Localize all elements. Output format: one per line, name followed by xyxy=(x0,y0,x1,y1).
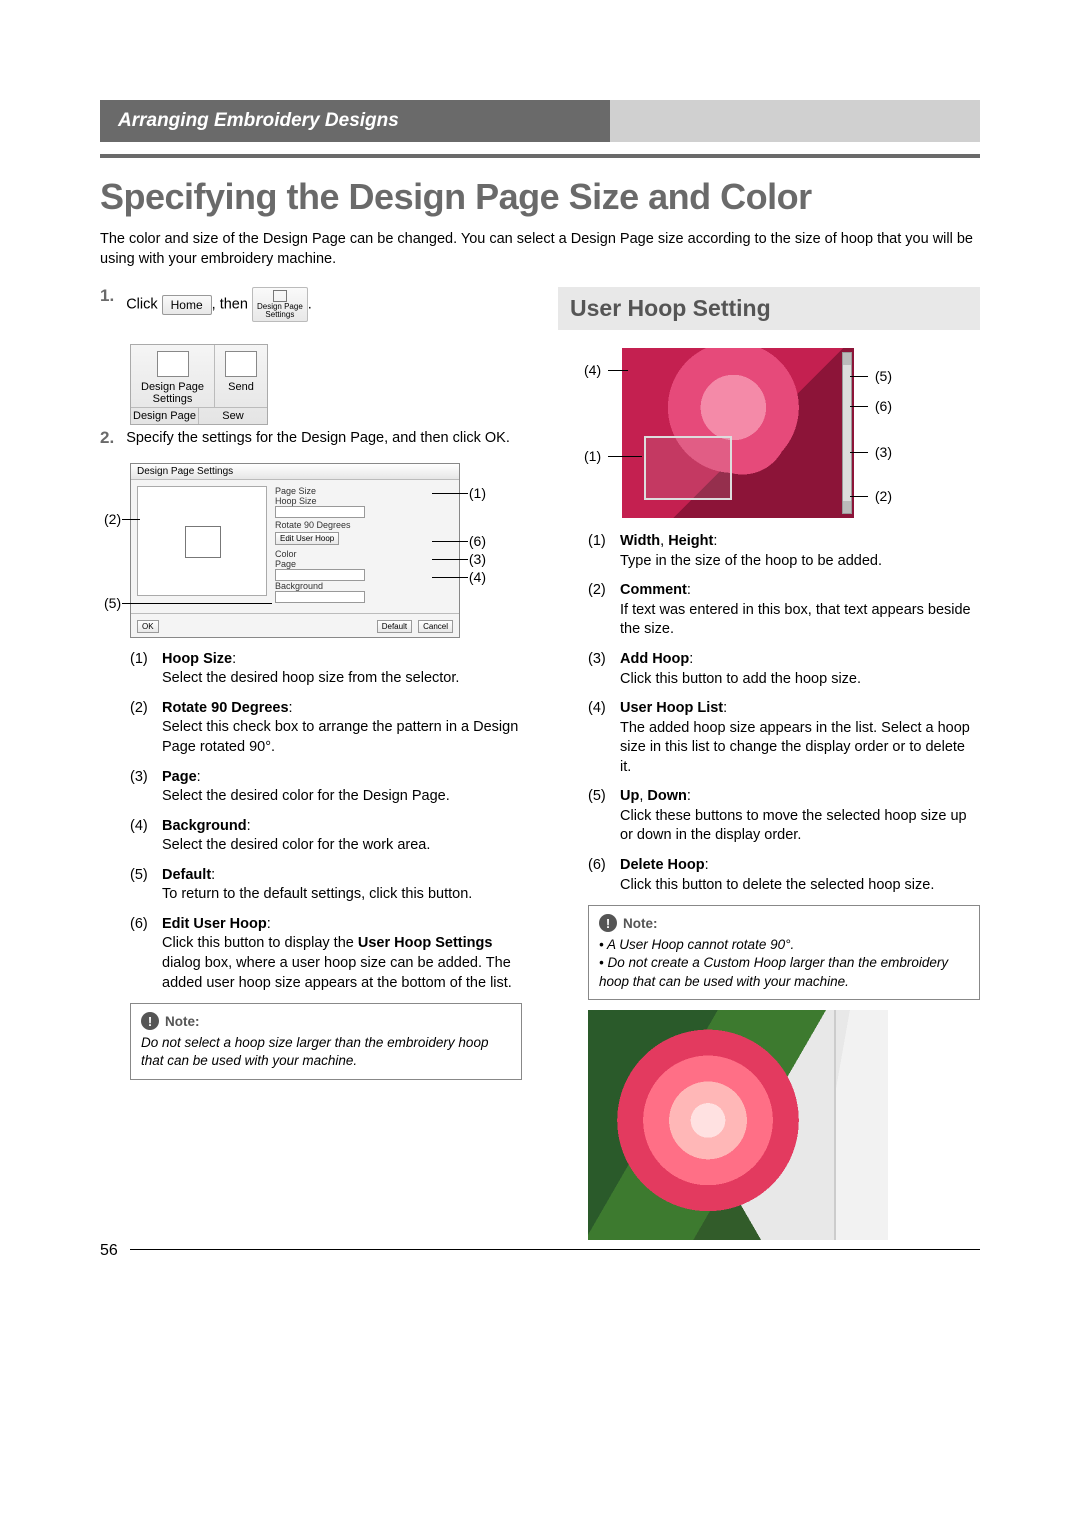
user-hoop-figure: (4) (1) (5) (6) (3) (2) xyxy=(588,348,888,518)
text: Click xyxy=(126,296,157,312)
note-box-left: ! Note: Do not select a hoop size larger… xyxy=(130,1003,522,1079)
cancel-button[interactable]: Cancel xyxy=(418,620,453,633)
step-1: 1. Click Home, then Design Page Settings… xyxy=(100,287,522,322)
info-icon: ! xyxy=(141,1012,159,1030)
callout: (6) xyxy=(469,533,486,549)
page-color-select[interactable] xyxy=(275,569,365,581)
footer-rule xyxy=(130,1249,980,1250)
step-2: 2. Specify the settings for the Design P… xyxy=(100,429,522,449)
definition-list-right: (1)Width, Height:Type in the size of the… xyxy=(588,532,980,895)
callout: (1) xyxy=(584,448,601,464)
label: Send xyxy=(228,381,254,393)
note-box-right: ! Note: A User Hoop cannot rotate 90°. D… xyxy=(588,905,980,1000)
definition-list-left: (1)Hoop Size:Select the desired hoop siz… xyxy=(130,650,522,993)
page-icon xyxy=(157,351,189,377)
page: Arranging Embroidery Designs Specifying … xyxy=(0,0,1080,1300)
hoop-size-select[interactable] xyxy=(275,506,365,518)
scroll-down-button[interactable] xyxy=(843,501,851,513)
rotate-checkbox-label[interactable]: Rotate 90 Degrees xyxy=(275,520,453,530)
page-number: 56 xyxy=(100,1242,118,1260)
dialog-title: Design Page Settings xyxy=(131,464,459,480)
header-fill xyxy=(610,100,980,142)
callout: (5) xyxy=(875,368,892,384)
design-page-settings-dialog-figure: Design Page Settings Page Size Hoop Size… xyxy=(130,463,460,638)
step-1-body: Click Home, then Design Page Settings . xyxy=(126,287,522,322)
right-column: User Hoop Setting (4) (1) (5) ( xyxy=(558,287,980,1240)
background-color-select[interactable] xyxy=(275,591,365,603)
ribbon-group-label: Design Page xyxy=(131,407,199,424)
callout: (2) xyxy=(875,488,892,504)
design-page-settings-button[interactable]: Design Page Settings xyxy=(252,287,308,322)
note-label: Note: xyxy=(165,1014,200,1029)
step-number: 2. xyxy=(100,429,114,448)
label: Design Page xyxy=(141,381,204,393)
embroidery-preview-image xyxy=(622,348,854,518)
section-heading: User Hoop Setting xyxy=(558,287,980,330)
home-button[interactable]: Home xyxy=(162,295,212,315)
callout: (2) xyxy=(104,511,121,527)
callout: (3) xyxy=(469,551,486,567)
header-bar: Arranging Embroidery Designs xyxy=(100,100,980,142)
note-label: Note: xyxy=(623,916,658,931)
breadcrumb: Arranging Embroidery Designs xyxy=(100,100,610,142)
callout: (3) xyxy=(875,444,892,460)
text: . xyxy=(308,296,312,312)
dialog: Design Page Settings Page Size Hoop Size… xyxy=(130,463,460,638)
ribbon-design-page-settings[interactable]: Design Page Settings xyxy=(131,345,215,407)
label: Background xyxy=(275,581,453,591)
ribbon-group-label: Sew xyxy=(199,407,267,424)
preview-pane xyxy=(137,486,267,596)
step-number: 1. xyxy=(100,287,114,306)
edit-user-hoop-button[interactable]: Edit User Hoop xyxy=(275,532,339,545)
label: Hoop Size xyxy=(275,496,453,506)
settings-pane: Page Size Hoop Size Rotate 90 Degrees Ed… xyxy=(275,486,453,607)
header-rule xyxy=(100,154,980,158)
callout: (6) xyxy=(875,398,892,414)
label: Settings xyxy=(265,311,294,319)
note-item: Do not create a Custom Hoop larger than … xyxy=(599,954,969,990)
ribbon-screenshot: Design Page Settings Send Design Page Se… xyxy=(130,344,268,425)
label: Color xyxy=(275,549,453,559)
callout: (4) xyxy=(469,569,486,585)
label: Page Size xyxy=(275,486,453,496)
note-item: A User Hoop cannot rotate 90°. xyxy=(599,936,969,954)
result-image xyxy=(588,1010,888,1240)
callout: (5) xyxy=(104,595,121,611)
info-icon: ! xyxy=(599,914,617,932)
ok-button[interactable]: OK xyxy=(137,620,159,633)
intro-text: The color and size of the Design Page ca… xyxy=(100,230,980,269)
callout: (1) xyxy=(469,485,486,501)
page-icon xyxy=(273,290,287,302)
step-2-body: Specify the settings for the Design Page… xyxy=(126,429,522,449)
send-icon xyxy=(225,351,257,377)
label: Page xyxy=(275,559,453,569)
ribbon-send[interactable]: Send xyxy=(215,345,267,407)
user-hoop-rect xyxy=(644,436,732,500)
text: , then xyxy=(212,296,248,312)
note-text: Do not select a hoop size larger than th… xyxy=(141,1034,511,1070)
default-button[interactable]: Default xyxy=(377,620,412,633)
scroll-up-button[interactable] xyxy=(843,353,851,365)
page-title: Specifying the Design Page Size and Colo… xyxy=(100,176,980,218)
left-column: 1. Click Home, then Design Page Settings… xyxy=(100,287,522,1240)
callout: (4) xyxy=(584,362,601,378)
label: Settings xyxy=(153,393,193,405)
